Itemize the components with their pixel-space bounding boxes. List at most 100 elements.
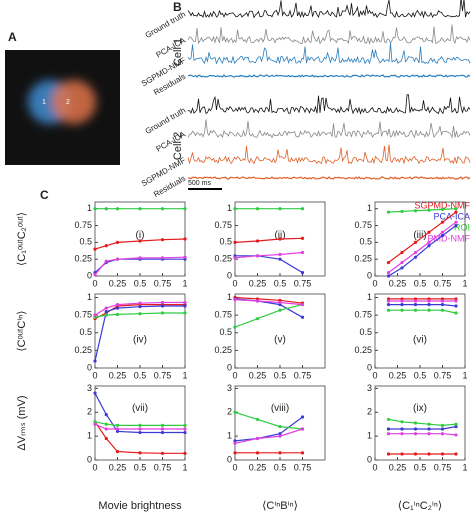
subplot-title: (v): [274, 335, 286, 346]
series-line: [94, 238, 186, 250]
series-line: [234, 428, 303, 444]
point: [400, 266, 404, 270]
point: [138, 451, 142, 455]
point: [386, 260, 391, 265]
point: [413, 302, 418, 307]
point: [440, 207, 445, 211]
point: [413, 432, 418, 436]
point: [115, 257, 120, 261]
point: [278, 237, 282, 241]
point: [300, 451, 305, 455]
point: [440, 299, 445, 303]
point: [104, 306, 108, 310]
x-tick-label: 0.25: [109, 462, 127, 472]
point: [160, 238, 165, 242]
subplot-title: (iv): [133, 335, 147, 346]
point: [160, 311, 165, 315]
x-tick-label: 0.5: [414, 462, 427, 472]
point: [255, 207, 260, 211]
subplot-title: (vi): [413, 335, 427, 346]
subplot-title: (vii): [132, 403, 148, 414]
point: [93, 359, 97, 363]
point: [300, 427, 305, 431]
scale-bar-label: 500 ms: [188, 180, 211, 187]
series-line: [388, 304, 457, 307]
series-line: [94, 312, 185, 318]
x-tick-label: 0.75: [294, 278, 312, 288]
point: [386, 427, 391, 431]
charts: ⟨C₁ᵒᵘᵗC₂ᵒᵘᵗ⟩ ⟨CᵒᵘᵗCⁱⁿ⟩ ΔVᵣₘₛ (mV) Movie bri…: [16, 200, 471, 512]
point: [400, 250, 404, 255]
point: [93, 207, 97, 211]
x-tick-label: 1: [462, 370, 467, 380]
point: [233, 441, 237, 445]
point: [255, 436, 260, 441]
y-tick-label: 1: [227, 292, 232, 302]
point: [115, 207, 120, 211]
x-tick-label: 1: [462, 278, 467, 288]
series-line: [94, 421, 185, 426]
point: [386, 271, 391, 275]
point: [386, 210, 391, 214]
point: [427, 230, 431, 234]
point: [138, 430, 142, 435]
plot-frame: [94, 385, 186, 461]
series-line: [94, 304, 185, 320]
point: [115, 302, 120, 307]
subplot-title: (ii): [274, 230, 285, 241]
point: [454, 304, 458, 308]
y-tick-label: 0: [87, 454, 92, 464]
point: [400, 302, 404, 307]
point: [413, 240, 418, 244]
point: [413, 427, 418, 431]
point: [427, 302, 431, 307]
point: [115, 306, 120, 310]
series-line: [388, 418, 457, 427]
point: [93, 422, 97, 426]
x-tick-label: 0.5: [274, 370, 287, 380]
series-line: [388, 309, 457, 314]
point: [255, 239, 260, 243]
point: [138, 427, 142, 431]
point: [413, 421, 418, 425]
point: [104, 244, 108, 248]
point: [400, 308, 404, 312]
point: [138, 312, 142, 316]
y-tick-label: 3: [227, 383, 232, 393]
point: [300, 236, 305, 240]
point: [138, 256, 142, 260]
y-tick-label: 0.75: [214, 310, 232, 320]
point: [255, 317, 260, 321]
point: [427, 422, 431, 426]
cell-label: Cell 2: [172, 132, 184, 160]
point: [413, 299, 418, 303]
point: [454, 207, 458, 211]
point: [427, 240, 431, 244]
y-axis-label: ⟨CᵒᵘᵗCⁱⁿ⟩: [16, 310, 28, 351]
point: [183, 237, 187, 241]
point: [115, 450, 120, 454]
point: [400, 452, 404, 456]
point: [386, 432, 391, 436]
series-line: [94, 256, 186, 276]
y-tick-label: 0: [367, 270, 372, 280]
point: [413, 209, 418, 213]
series-line: [94, 305, 185, 362]
y-tick-label: 1: [367, 292, 372, 302]
point: [300, 302, 305, 307]
point: [427, 427, 431, 431]
y-tick-label: 0: [367, 362, 372, 372]
trace: [187, 119, 471, 139]
point: [440, 230, 445, 234]
point: [278, 432, 282, 436]
x-tick-label: 0.75: [434, 278, 452, 288]
point: [183, 311, 187, 315]
y-tick-label: 0.75: [74, 220, 92, 230]
y-tick-label: 0: [87, 270, 92, 280]
series-line: [94, 423, 185, 430]
y-tick-label: 2: [227, 407, 232, 417]
x-tick-label: 0.75: [154, 462, 172, 472]
point: [183, 255, 187, 259]
y-tick-label: 0.25: [214, 345, 232, 355]
x-tick-label: 0.5: [414, 278, 427, 288]
